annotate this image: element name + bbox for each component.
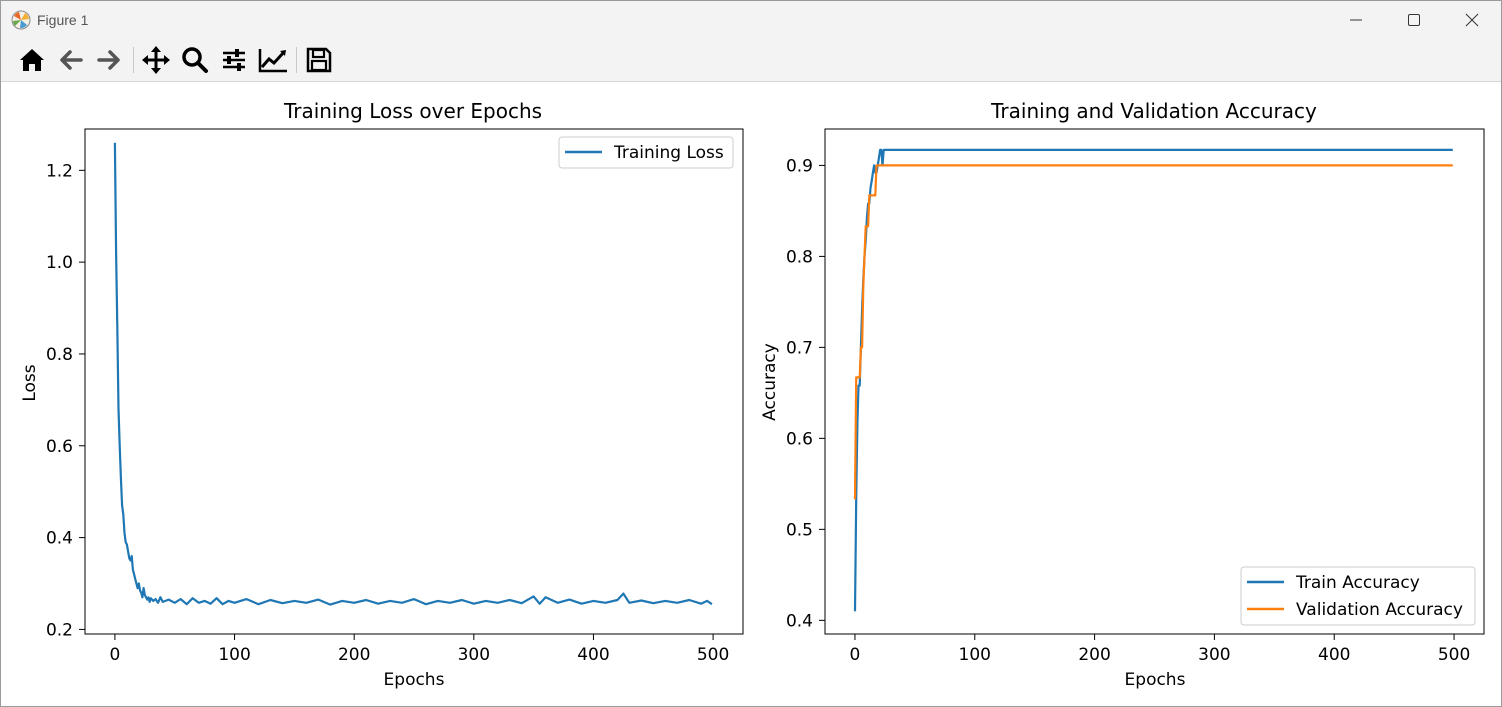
plot-area <box>853 148 1453 612</box>
window-title: Figure 1 <box>37 12 89 28</box>
x-tick-label: 500 <box>1438 645 1470 665</box>
y-tick-label: 1.2 <box>46 161 73 181</box>
y-tick-label: 0.6 <box>786 429 813 449</box>
x-tick-label: 500 <box>697 645 729 665</box>
move-icon <box>142 46 170 74</box>
legend-label: Training Loss <box>613 143 724 163</box>
matplotlib-app-icon <box>11 10 31 30</box>
edit-axes-button[interactable] <box>255 42 291 78</box>
zoom-button[interactable] <box>177 42 213 78</box>
y-tick-label: 1.0 <box>46 253 73 273</box>
chart-title: Training and Validation Accuracy <box>990 99 1317 123</box>
toolbar-separator <box>133 47 134 73</box>
x-tick-label: 100 <box>218 645 250 665</box>
legend-box <box>1240 566 1476 626</box>
axes-accuracy: Training and Validation Accuracy 0 100 200… <box>760 99 1485 690</box>
x-tick-label: 400 <box>577 645 609 665</box>
legend-label: Train Accuracy <box>1295 573 1420 593</box>
series-line-secondary <box>853 164 1453 500</box>
arrow-right-icon <box>97 50 120 70</box>
save-button[interactable] <box>301 42 337 78</box>
x-tick-label: 300 <box>1198 645 1230 665</box>
minimize-icon <box>1350 19 1362 21</box>
forward-button[interactable] <box>91 42 127 78</box>
y-tick-label: 0.4 <box>46 529 73 549</box>
axes-loss: Training Loss over Epochs 0 100 200 300 400 5… <box>20 99 744 690</box>
configure-subplots-button[interactable] <box>216 42 252 78</box>
x-tick-label: 300 <box>458 645 490 665</box>
y-axis-label: Accuracy <box>760 343 780 421</box>
pan-button[interactable] <box>138 42 174 78</box>
home-button[interactable] <box>14 42 50 78</box>
y-tick-label: 0.5 <box>786 520 813 540</box>
legend-box <box>558 136 734 169</box>
x-axis: 0 100 200 300 400 500 <box>109 634 729 665</box>
close-button[interactable] <box>1443 1 1501 39</box>
legend: Training Loss <box>558 136 734 169</box>
x-axis-label: Epochs <box>384 670 445 690</box>
minimize-button[interactable] <box>1327 1 1385 39</box>
x-axis: 0 100 200 300 400 500 <box>850 634 1470 665</box>
y-tick-label: 0.2 <box>46 620 73 640</box>
y-tick-label: 0.6 <box>46 437 73 457</box>
sliders-icon <box>223 49 245 71</box>
line-chart-icon <box>258 49 287 73</box>
axes-frame <box>84 128 744 635</box>
x-tick-label: 0 <box>109 645 120 665</box>
figure-canvas[interactable]: Training Loss over Epochs 0 100 200 300 400 5… <box>1 82 1501 706</box>
title-bar: Figure 1 <box>1 1 1501 39</box>
x-axis-label: Epochs <box>1125 670 1186 690</box>
y-tick-label: 0.9 <box>786 156 813 176</box>
y-tick-label: 0.8 <box>786 247 813 267</box>
navigation-toolbar <box>1 39 1501 82</box>
x-tick-label: 100 <box>959 645 991 665</box>
legend: Train Accuracy Validation Accuracy <box>1240 566 1476 626</box>
maximize-icon <box>1408 14 1420 26</box>
y-axis: 0.2 0.4 0.6 0.8 1.0 1.2 <box>46 161 85 640</box>
x-tick-label: 400 <box>1318 645 1350 665</box>
y-axis-label: Loss <box>20 364 40 401</box>
home-icon <box>20 49 44 71</box>
close-icon <box>1465 13 1479 27</box>
y-tick-label: 0.4 <box>786 611 813 631</box>
magnifier-icon <box>182 47 208 73</box>
axes-frame <box>824 128 1485 635</box>
chart-title: Training Loss over Epochs <box>283 99 542 123</box>
x-tick-label: 0 <box>850 645 861 665</box>
legend-label: Validation Accuracy <box>1296 600 1463 620</box>
toolbar-separator <box>296 47 297 73</box>
x-tick-label: 200 <box>1078 645 1110 665</box>
y-axis: 0.4 0.5 0.6 0.7 0.8 0.9 <box>786 156 825 631</box>
x-tick-label: 200 <box>338 645 370 665</box>
series-line-primary <box>113 142 713 606</box>
y-tick-label: 0.7 <box>786 338 813 358</box>
arrow-left-icon <box>60 50 83 70</box>
plot-area <box>113 142 713 606</box>
maximize-button[interactable] <box>1385 1 1443 39</box>
back-button[interactable] <box>53 42 89 78</box>
floppy-disk-icon <box>306 47 332 73</box>
y-tick-label: 0.8 <box>46 345 73 365</box>
